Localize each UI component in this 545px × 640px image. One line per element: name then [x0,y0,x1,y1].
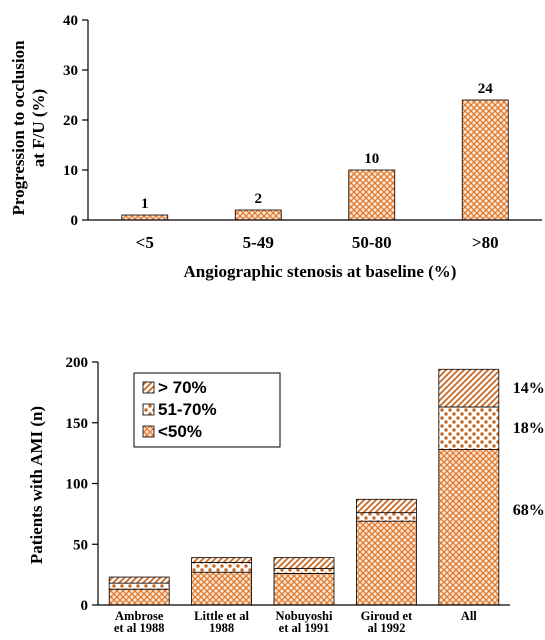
chart1-bar [348,169,396,221]
legend-item-lt50: <50% [142,422,202,441]
chart2-bar-segment [191,562,253,573]
chart2-y-tick-label: 200 [66,355,89,371]
legend-item-51-70: 51-70% [142,400,217,419]
chart2-legend: > 70% 51-70% <50% [133,372,281,448]
chart2-category-label: et al 1988 [114,621,165,635]
chart1-category-label: 50-80 [352,233,392,252]
chart1-data-label: 2 [255,191,263,207]
chart1-y-tick-label: 10 [63,163,78,179]
chart2-category-label: et al 1991 [279,621,330,635]
chart2-bar-segment [108,582,170,590]
chart2-percent-label: 18% [513,420,545,437]
chart2-percent-label: 14% [513,380,545,397]
chart2-bar-segment [355,512,417,522]
chart2-y-axis-label: Patients with AMI (n) [27,406,46,564]
chart1-bar [121,214,169,221]
chart2-y-tick-label: 0 [81,598,89,614]
legend-label-lt50: <50% [158,422,202,441]
chart1-data-label: 24 [478,81,494,97]
chart2-bar-segment [438,449,500,606]
chart2-category-label: All [461,609,478,623]
chart1-category-label: >80 [472,233,499,252]
chart2-y-tick-label: 50 [73,537,88,553]
chart1-y-tick-label: 20 [63,113,78,129]
chart2-y-ticks: 0 50 100 150 200 [66,355,98,614]
chart1-bars [121,99,509,221]
chart1-category-label: 5-49 [243,233,274,252]
chart2-category-label: al 1992 [367,621,405,635]
chart2-bar-segment [273,557,335,569]
legend-swatch-diagonal [142,381,155,394]
chart2-y-tick-label: 150 [66,416,89,432]
legend-swatch-dots [142,403,155,416]
chart1-category-labels: <5 5-49 50-80 >80 [136,233,499,252]
chart2-bar-segment [108,576,170,584]
chart1-y-tick-label: 30 [63,63,78,79]
chart1-data-label: 10 [364,151,379,167]
chart2-category-label: Nobuyoshi [276,609,333,623]
chart1-y-tick-label: 40 [63,13,78,29]
chart1-x-axis-label: Angiographic stenosis at baseline (%) [184,262,457,281]
chart1-y-axis-label: Progression to occlusion at F/U (%) [9,40,48,216]
chart1-y-label-line1: Progression to occlusion [9,40,28,216]
chart2-bar-segment [108,588,170,606]
chart1-bar [234,209,282,221]
chart1-y-tick-label: 0 [71,213,79,229]
chart1-category-label: <5 [136,233,154,252]
chart2-bar-segment [273,573,335,606]
chart1-data-labels: 1 2 10 24 [141,81,493,212]
chart2-bar-segment [438,406,500,450]
legend-label-gt70: > 70% [158,378,207,397]
chart2-bar-segment [355,498,417,514]
chart2-bar-segment [438,368,500,408]
chart1-bar [461,99,509,221]
legend-label-51-70: 51-70% [158,400,217,419]
chart1-y-label-line2: at F/U (%) [29,89,48,167]
legend-box [133,372,281,448]
chart-1: Progression to occlusion at F/U (%) 0 10 2… [9,13,542,281]
legend-swatch-crosshatch [142,425,155,438]
chart2-bar-segment [191,557,253,563]
chart2-category-label: Ambrose [115,609,164,623]
chart2-category-label: 1988 [209,621,234,635]
chart1-data-label: 1 [141,196,149,212]
chart2-category-label: Giroud et [361,609,413,623]
chart2-y-tick-label: 100 [66,477,89,493]
legend-item-gt70: > 70% [142,378,207,397]
chart1-y-ticks: 0 10 20 30 40 [63,13,88,229]
chart2-bar-segment [191,571,253,606]
chart2-category-label: Little et al [194,609,249,623]
chart2-segment-percent-labels: 68% 18% 14% [513,380,545,519]
chart-2: Patients with AMI (n) 0 50 100 150 200 Ambro… [27,355,545,635]
chart2-percent-label: 68% [513,502,545,519]
chart2-bar-segment [355,520,417,606]
chart2-bar-segment [273,568,335,574]
chart2-bars [108,368,500,606]
